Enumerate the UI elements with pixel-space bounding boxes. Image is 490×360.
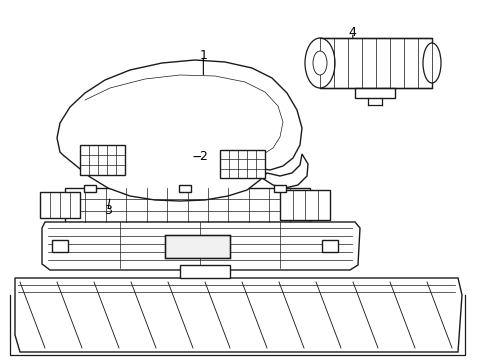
Text: 4: 4 <box>349 26 357 39</box>
Polygon shape <box>84 185 96 192</box>
Ellipse shape <box>305 38 335 88</box>
Polygon shape <box>57 60 308 201</box>
Polygon shape <box>320 38 432 88</box>
Polygon shape <box>165 235 230 258</box>
Polygon shape <box>80 145 125 175</box>
Ellipse shape <box>313 51 327 75</box>
Text: 2: 2 <box>199 150 207 163</box>
Polygon shape <box>179 185 191 192</box>
Polygon shape <box>220 150 265 178</box>
Polygon shape <box>322 240 338 252</box>
Polygon shape <box>355 88 395 98</box>
Polygon shape <box>65 188 310 222</box>
Ellipse shape <box>423 43 441 83</box>
Polygon shape <box>15 278 462 352</box>
Polygon shape <box>180 265 230 278</box>
Polygon shape <box>42 222 360 270</box>
Polygon shape <box>280 190 330 220</box>
Polygon shape <box>274 185 286 192</box>
Polygon shape <box>40 192 80 218</box>
Text: 3: 3 <box>104 204 112 217</box>
Text: 1: 1 <box>199 49 207 62</box>
Polygon shape <box>52 240 68 252</box>
